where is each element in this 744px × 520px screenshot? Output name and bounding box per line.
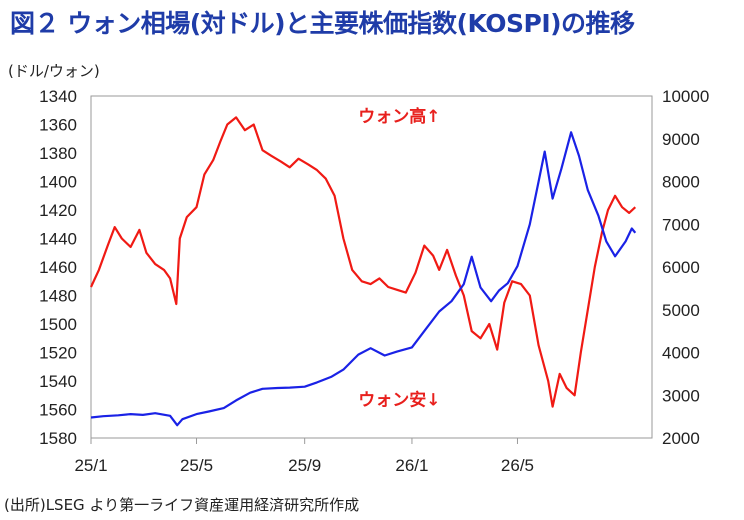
series-won-line xyxy=(90,116,637,408)
left-axis-tick-label: 1560 xyxy=(39,401,77,420)
right-axis-tick-label: 7000 xyxy=(662,215,700,234)
left-axis-tick-label: 1380 xyxy=(39,144,77,163)
chart-canvas: 1340 1360 1380 1400 1420 1440 1460 1480 1500 1520… xyxy=(39,87,709,475)
left-axis-tick-label: 1480 xyxy=(39,287,77,306)
left-axis-unit-label: (ドル/ウォン) xyxy=(8,62,100,80)
annotation-won-depreciation: ウォン安↓ xyxy=(358,390,440,411)
x-axis-tick-label: 26/5 xyxy=(501,456,534,475)
left-axis-tick-label: 1440 xyxy=(39,230,77,249)
right-axis-tick-label: 2000 xyxy=(662,429,700,448)
right-axis-tick-label: 10000 xyxy=(662,87,709,106)
annotation-won-appreciation: ウォン高↑ xyxy=(358,106,440,127)
right-axis-tick-label: 8000 xyxy=(662,173,700,192)
x-axis-tick-label: 26/1 xyxy=(395,456,428,475)
left-axis-tick-label: 1360 xyxy=(39,116,77,135)
right-axis-tick-label: 9000 xyxy=(662,130,700,149)
left-axis-tick-label: 1520 xyxy=(39,344,77,363)
right-axis-tick-label: 5000 xyxy=(662,301,700,320)
plot-area-frame xyxy=(90,95,653,439)
series-kospi-line xyxy=(90,131,637,427)
left-axis-tick-label: 1400 xyxy=(39,173,77,192)
left-axis-tick-label: 1420 xyxy=(39,201,77,220)
right-axis-tick-label: 3000 xyxy=(662,386,700,405)
left-axis-tick-label: 1500 xyxy=(39,315,77,334)
right-axis-tick-label: 4000 xyxy=(662,344,700,363)
left-axis-tick-label: 1340 xyxy=(39,87,77,106)
x-axis-tick-label: 25/9 xyxy=(288,456,321,475)
source-note: (出所)LSEG より第一ライフ資産運用経済研究所作成 xyxy=(4,496,360,514)
left-axis-tick-label: 1580 xyxy=(39,429,77,448)
x-axis-tick-label: 25/5 xyxy=(180,456,213,475)
right-axis-tick-label: 6000 xyxy=(662,258,700,277)
left-axis-tick-label: 1540 xyxy=(39,372,77,391)
chart-title: 図２ ウォン相場(対ドル)と主要株価指数(KOSPI)の推移 xyxy=(10,9,635,38)
left-axis-tick-label: 1460 xyxy=(39,258,77,277)
x-axis-tick-label: 25/1 xyxy=(74,456,107,475)
